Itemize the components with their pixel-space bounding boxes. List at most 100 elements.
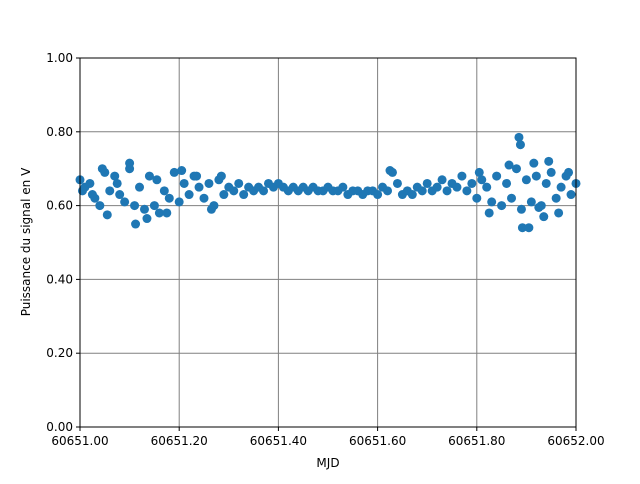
point (442, 186, 452, 196)
point (152, 175, 162, 185)
x-tick-label: 60651.80 (448, 434, 505, 448)
point (130, 201, 140, 211)
point (541, 178, 551, 188)
point (422, 178, 432, 188)
y-tick-label: 1.00 (46, 51, 73, 65)
point (385, 166, 395, 176)
point (511, 164, 521, 174)
point (529, 158, 539, 168)
point (564, 167, 574, 177)
point (135, 182, 145, 192)
point (204, 178, 214, 188)
point (174, 197, 184, 207)
point (102, 210, 112, 220)
point (373, 190, 383, 200)
point (534, 202, 544, 212)
point (467, 178, 477, 188)
y-tick-label: 0.00 (46, 420, 73, 434)
point (144, 171, 154, 181)
point (112, 178, 122, 188)
point (184, 190, 194, 200)
point (139, 204, 149, 214)
point (515, 140, 525, 150)
x-tick-label: 60652.00 (547, 434, 604, 448)
x-tick-label: 60651.20 (151, 434, 208, 448)
point (566, 190, 576, 200)
point (159, 186, 169, 196)
point (472, 193, 482, 203)
point (120, 197, 130, 207)
point (338, 182, 348, 192)
point (492, 171, 502, 181)
point (142, 214, 152, 224)
y-axis-label: Puissance du signal en V (19, 167, 33, 316)
point (554, 208, 564, 218)
point (105, 186, 115, 196)
point (544, 156, 554, 166)
point (110, 171, 120, 181)
point (164, 193, 174, 203)
point (504, 160, 514, 170)
point (85, 178, 95, 188)
point (149, 201, 159, 211)
point (556, 182, 566, 192)
point (234, 178, 244, 188)
point (497, 201, 507, 211)
point (507, 193, 517, 203)
point (125, 158, 135, 168)
point (216, 171, 226, 181)
point (517, 223, 527, 233)
point (239, 190, 249, 200)
point (452, 182, 462, 192)
point (179, 178, 189, 188)
point (551, 193, 561, 203)
y-tick-label: 0.60 (46, 199, 73, 213)
x-tick-label: 60651.60 (349, 434, 406, 448)
point (259, 186, 269, 196)
point (97, 164, 107, 174)
point (154, 208, 164, 218)
point (392, 178, 402, 188)
point (526, 197, 536, 207)
point (474, 167, 484, 177)
point (502, 178, 512, 188)
point (192, 171, 202, 181)
point (521, 175, 531, 185)
x-tick-label: 60651.40 (250, 434, 307, 448)
y-tick-label: 0.40 (46, 272, 73, 286)
point (432, 182, 442, 192)
point (199, 193, 209, 203)
y-tick-label: 0.20 (46, 346, 73, 360)
point (131, 219, 141, 229)
point (169, 167, 179, 177)
point (229, 186, 239, 196)
point (524, 223, 534, 233)
point (514, 132, 524, 142)
point (516, 204, 526, 214)
point (484, 208, 494, 218)
point (95, 201, 105, 211)
point (462, 186, 472, 196)
point (417, 186, 427, 196)
plot-frame (79, 57, 577, 428)
point (206, 204, 216, 214)
point (546, 167, 556, 177)
point (177, 166, 187, 176)
point (77, 186, 87, 196)
point (219, 190, 229, 200)
point (531, 171, 541, 181)
y-tick-label: 0.80 (46, 125, 73, 139)
point (487, 197, 497, 207)
point (115, 190, 125, 200)
point (162, 208, 172, 218)
point (437, 175, 447, 185)
point (457, 171, 467, 181)
point (477, 175, 487, 185)
point (407, 190, 417, 200)
point (539, 212, 549, 222)
point (482, 182, 492, 192)
x-axis-label: MJD (316, 456, 339, 470)
point (87, 190, 97, 200)
point (383, 186, 393, 196)
